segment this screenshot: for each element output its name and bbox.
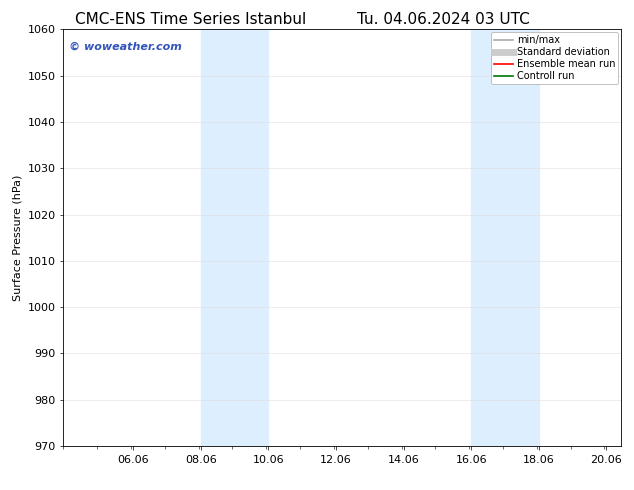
Y-axis label: Surface Pressure (hPa): Surface Pressure (hPa) — [12, 174, 22, 301]
Legend: min/max, Standard deviation, Ensemble mean run, Controll run: min/max, Standard deviation, Ensemble me… — [491, 32, 618, 84]
Text: CMC-ENS Time Series Istanbul: CMC-ENS Time Series Istanbul — [75, 12, 306, 27]
Text: Tu. 04.06.2024 03 UTC: Tu. 04.06.2024 03 UTC — [358, 12, 530, 27]
Text: © woweather.com: © woweather.com — [69, 42, 182, 52]
Bar — [471, 29, 539, 446]
Bar — [201, 29, 268, 446]
